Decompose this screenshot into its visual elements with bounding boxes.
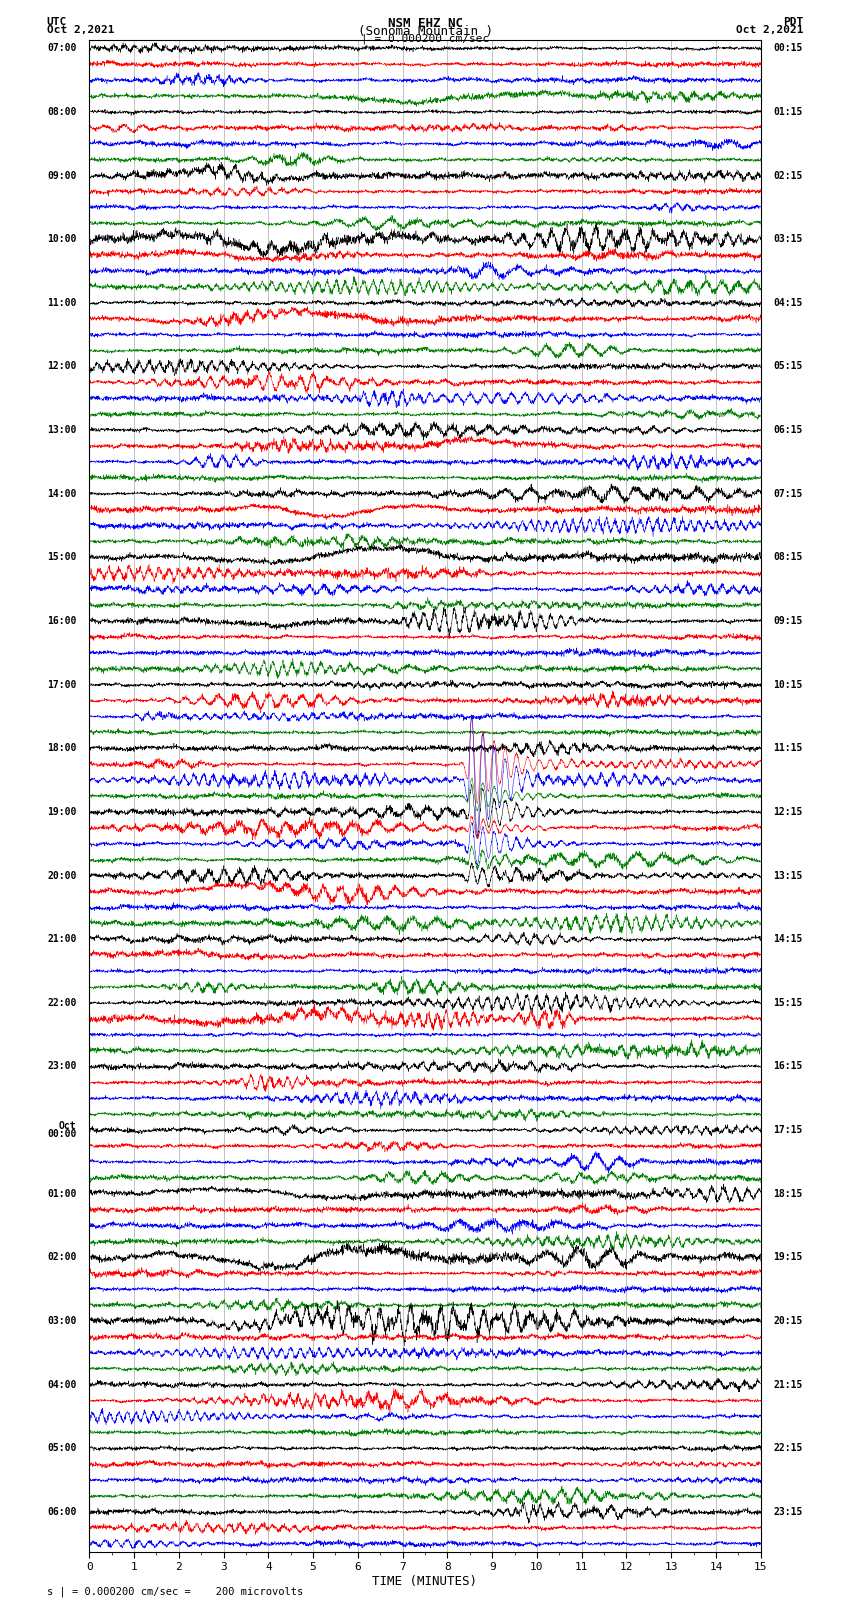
Text: Oct: Oct <box>60 1121 76 1131</box>
Text: 22:00: 22:00 <box>48 998 76 1008</box>
Text: 19:15: 19:15 <box>774 1252 802 1263</box>
Text: PDT: PDT <box>783 18 803 27</box>
Text: 17:15: 17:15 <box>774 1126 802 1136</box>
Text: 16:15: 16:15 <box>774 1061 802 1071</box>
Text: 07:15: 07:15 <box>774 489 802 498</box>
Text: 20:00: 20:00 <box>48 871 76 881</box>
Text: 00:00: 00:00 <box>48 1129 76 1139</box>
Text: 02:00: 02:00 <box>48 1252 76 1263</box>
Text: 22:15: 22:15 <box>774 1444 802 1453</box>
Text: 10:15: 10:15 <box>774 679 802 690</box>
Text: 03:15: 03:15 <box>774 234 802 244</box>
Text: 21:15: 21:15 <box>774 1379 802 1390</box>
Text: 11:00: 11:00 <box>48 298 76 308</box>
Text: 05:15: 05:15 <box>774 361 802 371</box>
Text: 01:00: 01:00 <box>48 1189 76 1198</box>
Text: 18:15: 18:15 <box>774 1189 802 1198</box>
Text: 12:00: 12:00 <box>48 361 76 371</box>
Text: 11:15: 11:15 <box>774 744 802 753</box>
Text: s | = 0.000200 cm/sec =    200 microvolts: s | = 0.000200 cm/sec = 200 microvolts <box>47 1586 303 1597</box>
Text: 14:15: 14:15 <box>774 934 802 944</box>
Text: 23:15: 23:15 <box>774 1507 802 1516</box>
Text: 03:00: 03:00 <box>48 1316 76 1326</box>
Text: 09:00: 09:00 <box>48 171 76 181</box>
Text: 00:15: 00:15 <box>774 44 802 53</box>
Text: 23:00: 23:00 <box>48 1061 76 1071</box>
Text: | = 0.000200 cm/sec: | = 0.000200 cm/sec <box>361 32 489 44</box>
Text: 02:15: 02:15 <box>774 171 802 181</box>
X-axis label: TIME (MINUTES): TIME (MINUTES) <box>372 1574 478 1587</box>
Text: 13:00: 13:00 <box>48 426 76 436</box>
Text: 05:00: 05:00 <box>48 1444 76 1453</box>
Text: 04:15: 04:15 <box>774 298 802 308</box>
Text: 08:15: 08:15 <box>774 552 802 563</box>
Text: 21:00: 21:00 <box>48 934 76 944</box>
Text: NSM EHZ NC: NSM EHZ NC <box>388 18 462 31</box>
Text: UTC: UTC <box>47 18 67 27</box>
Text: 13:15: 13:15 <box>774 871 802 881</box>
Text: 07:00: 07:00 <box>48 44 76 53</box>
Text: 15:15: 15:15 <box>774 998 802 1008</box>
Text: 15:00: 15:00 <box>48 552 76 563</box>
Text: 16:00: 16:00 <box>48 616 76 626</box>
Text: 06:00: 06:00 <box>48 1507 76 1516</box>
Text: 09:15: 09:15 <box>774 616 802 626</box>
Text: Oct 2,2021: Oct 2,2021 <box>47 24 114 35</box>
Text: 10:00: 10:00 <box>48 234 76 244</box>
Text: Oct 2,2021: Oct 2,2021 <box>736 24 803 35</box>
Text: 04:00: 04:00 <box>48 1379 76 1390</box>
Text: (Sonoma Mountain ): (Sonoma Mountain ) <box>358 24 492 39</box>
Text: 18:00: 18:00 <box>48 744 76 753</box>
Text: 20:15: 20:15 <box>774 1316 802 1326</box>
Text: 19:00: 19:00 <box>48 806 76 816</box>
Text: 06:15: 06:15 <box>774 426 802 436</box>
Text: 08:00: 08:00 <box>48 106 76 116</box>
Text: 14:00: 14:00 <box>48 489 76 498</box>
Text: 12:15: 12:15 <box>774 806 802 816</box>
Text: 17:00: 17:00 <box>48 679 76 690</box>
Text: 01:15: 01:15 <box>774 106 802 116</box>
